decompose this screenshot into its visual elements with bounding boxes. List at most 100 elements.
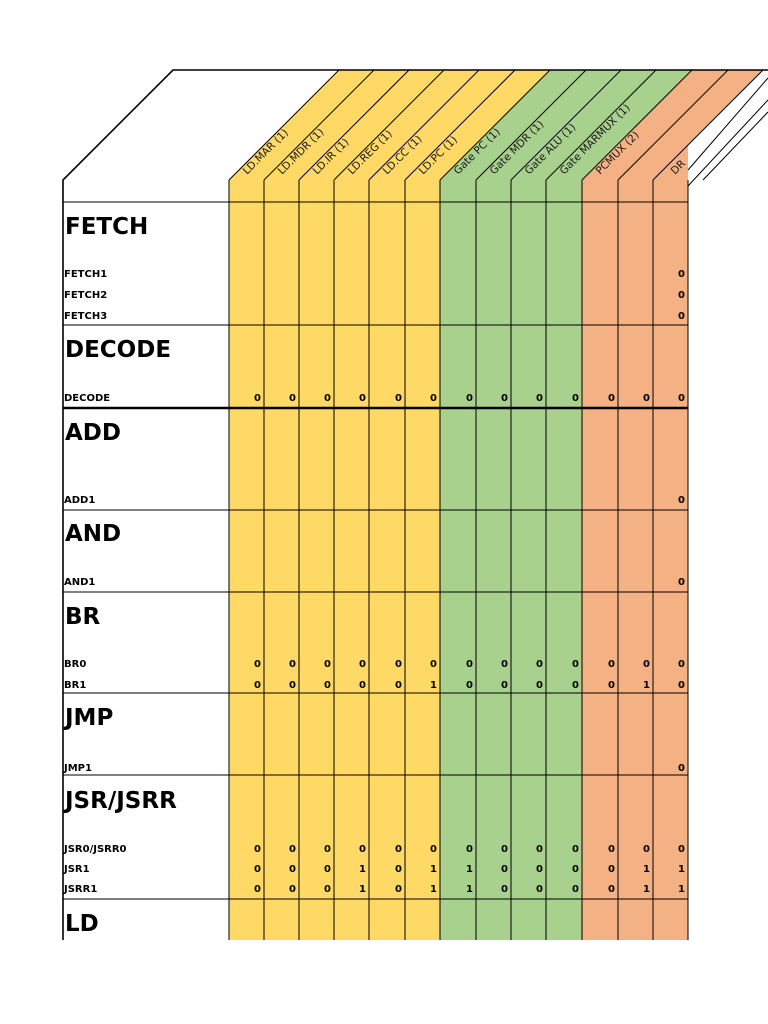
column-header-band <box>264 70 409 180</box>
signal-value-cell: 1 <box>643 864 650 875</box>
signal-value-cell: 0 <box>608 393 615 404</box>
column-header-band <box>440 70 586 180</box>
column-header-band <box>405 70 550 180</box>
signal-value-cell: 0 <box>324 680 331 691</box>
signal-value-cell: 0 <box>254 393 261 404</box>
signal-value-cell: 0 <box>289 864 296 875</box>
column-header-band <box>582 70 728 180</box>
signal-value-cell: 0 <box>572 393 579 404</box>
signal-value-cell: 0 <box>678 290 685 301</box>
signal-value-cell: 0 <box>678 311 685 322</box>
signal-value-cell: 0 <box>678 393 685 404</box>
column-header-band <box>229 70 374 180</box>
signal-value-cell: 0 <box>678 763 685 774</box>
signal-value-cell: 0 <box>289 844 296 855</box>
signal-value-cell: 0 <box>643 844 650 855</box>
row-label: FETCH2 <box>64 290 107 301</box>
signal-value-cell: 0 <box>572 659 579 670</box>
header-divider <box>652 69 764 181</box>
row-label: FETCH1 <box>64 269 107 280</box>
header-divider <box>545 69 657 181</box>
signal-value-cell: 1 <box>678 864 685 875</box>
column-body-band <box>334 180 369 940</box>
column-header-band <box>334 70 479 180</box>
signal-value-cell: 0 <box>289 393 296 404</box>
column-body-band <box>618 180 653 940</box>
column-header-band <box>653 80 688 180</box>
section-title: JMP <box>63 705 113 731</box>
signal-value-cell: 0 <box>254 659 261 670</box>
signal-value-cell: 0 <box>608 864 615 875</box>
signal-value-cell: 0 <box>254 864 261 875</box>
signal-value-cell: 0 <box>678 577 685 588</box>
signal-value-cell: 0 <box>643 659 650 670</box>
signal-value-cell: 0 <box>608 680 615 691</box>
column-body-band <box>229 180 264 940</box>
row-label: FETCH3 <box>64 311 107 322</box>
signal-value-cell: 1 <box>430 680 437 691</box>
signal-value-cell: 0 <box>536 393 543 404</box>
signal-value-cell: 0 <box>536 659 543 670</box>
signal-value-cell: 0 <box>466 680 473 691</box>
signal-value-cell: 0 <box>430 659 437 670</box>
header-divider <box>475 69 587 181</box>
signal-value-cell: 0 <box>254 680 261 691</box>
row-label: BR1 <box>64 680 86 691</box>
row-label: ADD1 <box>64 495 95 506</box>
signal-value-cell: 0 <box>395 680 402 691</box>
signal-value-cell: 0 <box>466 393 473 404</box>
signal-value-cell: 0 <box>501 844 508 855</box>
header-divider <box>439 69 551 181</box>
signal-value-cell: 0 <box>430 393 437 404</box>
signal-value-cell: 0 <box>501 884 508 895</box>
header-divider <box>404 69 516 181</box>
signal-value-cell: 1 <box>643 884 650 895</box>
column-body-band <box>405 180 440 940</box>
page-margin <box>0 940 768 1024</box>
signal-value-cell: 0 <box>536 864 543 875</box>
signal-value-cell: 0 <box>466 659 473 670</box>
signal-value-cell: 0 <box>289 680 296 691</box>
signal-value-cell: 0 <box>501 680 508 691</box>
signal-value-cell: 1 <box>643 680 650 691</box>
column-body-band <box>369 180 405 940</box>
signal-value-cell: 0 <box>536 884 543 895</box>
column-header-band <box>546 70 692 180</box>
signal-value-cell: 0 <box>501 393 508 404</box>
header-divider <box>702 111 768 181</box>
signal-value-cell: 0 <box>359 844 366 855</box>
section-title: BR <box>65 604 101 630</box>
signal-value-cell: 0 <box>572 844 579 855</box>
signal-value-cell: 0 <box>289 884 296 895</box>
row-label: DECODE <box>64 393 110 404</box>
header-divider <box>228 69 340 181</box>
signal-value-cell: 1 <box>678 884 685 895</box>
row-label: JSR0/JSRR0 <box>63 844 127 855</box>
signal-value-cell: 0 <box>324 864 331 875</box>
signal-value-cell: 0 <box>430 844 437 855</box>
signal-value-cell: 0 <box>536 680 543 691</box>
signal-value-cell: 0 <box>501 864 508 875</box>
column-header-band <box>476 70 621 180</box>
signal-value-cell: 0 <box>395 864 402 875</box>
signal-value-cell: 0 <box>572 864 579 875</box>
column-body-band <box>582 180 618 940</box>
signal-value-cell: 0 <box>395 393 402 404</box>
column-header-band <box>511 70 656 180</box>
signal-value-cell: 0 <box>608 659 615 670</box>
section-title: AND <box>65 521 121 547</box>
signal-value-cell: 0 <box>359 680 366 691</box>
column-header-band <box>369 70 515 180</box>
signal-value-cell: 0 <box>536 844 543 855</box>
header-divider <box>687 99 768 187</box>
header-divider <box>687 77 768 171</box>
signal-value-cell: 1 <box>466 864 473 875</box>
column-body-band <box>440 180 476 940</box>
signal-value-cell: 0 <box>678 680 685 691</box>
column-body-band <box>299 180 334 940</box>
signal-value-cell: 0 <box>678 269 685 280</box>
signal-value-cell: 1 <box>359 884 366 895</box>
signal-value-cell: 0 <box>359 393 366 404</box>
row-label: JSRR1 <box>63 884 97 895</box>
